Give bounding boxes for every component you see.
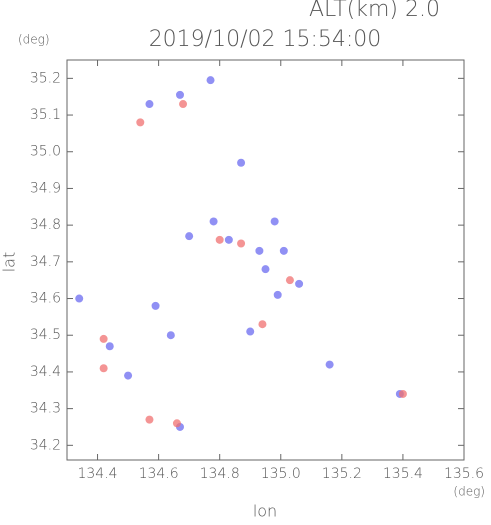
echo-point (206, 76, 215, 85)
y-tick-label: 34.4 (30, 364, 61, 380)
y-tick-label: 34.9 (30, 180, 61, 196)
echo-point (124, 371, 133, 380)
echo-point (215, 235, 224, 244)
echo-point (279, 246, 288, 255)
y-tick-label: 34.7 (30, 254, 61, 270)
echo-point (172, 419, 181, 428)
chart-subtitle: ALT(km) 2.0 (309, 0, 440, 22)
y-tick-label: 34.3 (30, 401, 61, 417)
x-tick-label: 135.6 (444, 466, 484, 482)
chart-title: 2019/10/02 15:54:00 (149, 27, 382, 52)
echo-point (185, 232, 194, 241)
x-tick-label: 134.6 (139, 466, 179, 482)
echo-point (145, 415, 154, 424)
x-axis-label: lon (253, 502, 277, 521)
y-tick-label: 34.2 (30, 437, 61, 453)
y-tick-label: 34.8 (30, 217, 61, 233)
echo-point (270, 217, 279, 226)
x-tick-label: 135.0 (261, 466, 301, 482)
echo-point (224, 235, 233, 244)
echo-point (261, 265, 270, 274)
x-tick-label: 134.4 (77, 466, 117, 482)
echo-point (285, 276, 294, 285)
echo-point (246, 327, 255, 336)
echo-point (145, 100, 154, 109)
x-unit: (deg) (453, 485, 485, 499)
echo-point (295, 279, 304, 288)
echo-point (105, 342, 114, 351)
y-tick-label: 35.0 (30, 144, 61, 160)
echo-point (255, 246, 264, 255)
y-axis-label: lat (0, 252, 19, 273)
y-tick-label: 35.1 (30, 107, 61, 123)
echo-point (99, 334, 108, 343)
y-unit: (deg) (18, 33, 50, 47)
echo-point (151, 301, 160, 310)
y-tick-label: 34.5 (30, 327, 61, 343)
y-tick-label: 35.2 (30, 70, 61, 86)
echo-point (99, 364, 108, 373)
echo-point (398, 389, 407, 398)
y-tick-label: 34.6 (30, 291, 61, 307)
echo-point (325, 360, 334, 369)
echo-point (209, 217, 218, 226)
echo-point (237, 158, 246, 167)
echo-point (258, 320, 267, 329)
x-tick-label: 135.2 (322, 466, 362, 482)
echo-point (175, 90, 184, 99)
plot-frame (66, 59, 465, 461)
x-tick-label: 134.8 (200, 466, 240, 482)
x-tick-label: 135.4 (383, 466, 423, 482)
echo-point (166, 331, 175, 340)
echo-point (237, 239, 246, 248)
echo-point (273, 290, 282, 299)
echo-point (75, 294, 84, 303)
echo-point (179, 100, 188, 109)
echo-point (136, 118, 145, 127)
